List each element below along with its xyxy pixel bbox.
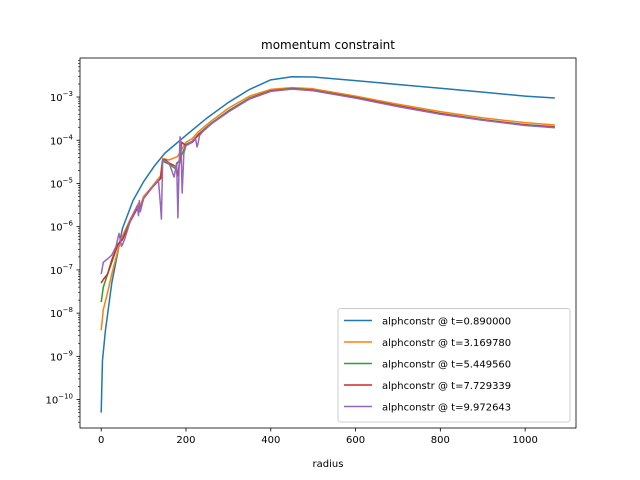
x-tick-label: 1000 [512,435,537,446]
x-tick-label: 0 [98,435,104,446]
axes-frame [79,57,577,429]
x-tick-label: 600 [346,435,365,446]
y-tick-label: 10−5 [50,176,73,190]
y-tick-label: 10−10 [45,393,73,407]
plot-area [100,75,555,413]
y-tick-label: 10−7 [50,263,73,277]
y-tick-label: 10−6 [50,220,74,234]
legend-entry-2: alphconstr @ t=3.169780 [382,338,511,349]
legend: alphconstr @ t=0.890000 alphconstr @ t=3.… [337,308,571,423]
y-tick-label: 10−4 [50,133,74,147]
legend-entry-5: alphconstr @ t=9.972643 [382,403,511,414]
legend-entry-3: alphconstr @ t=5.449560 [382,360,511,371]
y-axis-ticks: 10−10 10−9 10−8 10−7 10−6 10−5 10−4 10−3 [45,60,80,423]
legend-box [337,308,571,423]
y-tick-label: 10−8 [50,306,73,320]
x-axis-ticks: 0 200 400 600 800 1000 [98,428,538,446]
x-axis-label: radius [313,459,344,470]
y-tick-label: 10−9 [50,349,73,363]
series-line-5 [100,88,555,275]
legend-entry-1: alphconstr @ t=0.890000 [382,317,511,328]
y-tick-label: 10−3 [50,90,73,104]
legend-entry-4: alphconstr @ t=7.729339 [382,381,511,392]
x-tick-label: 800 [431,435,450,446]
chart-title: momentum constraint [261,38,395,52]
x-tick-label: 400 [261,435,280,446]
x-tick-label: 200 [176,435,195,446]
